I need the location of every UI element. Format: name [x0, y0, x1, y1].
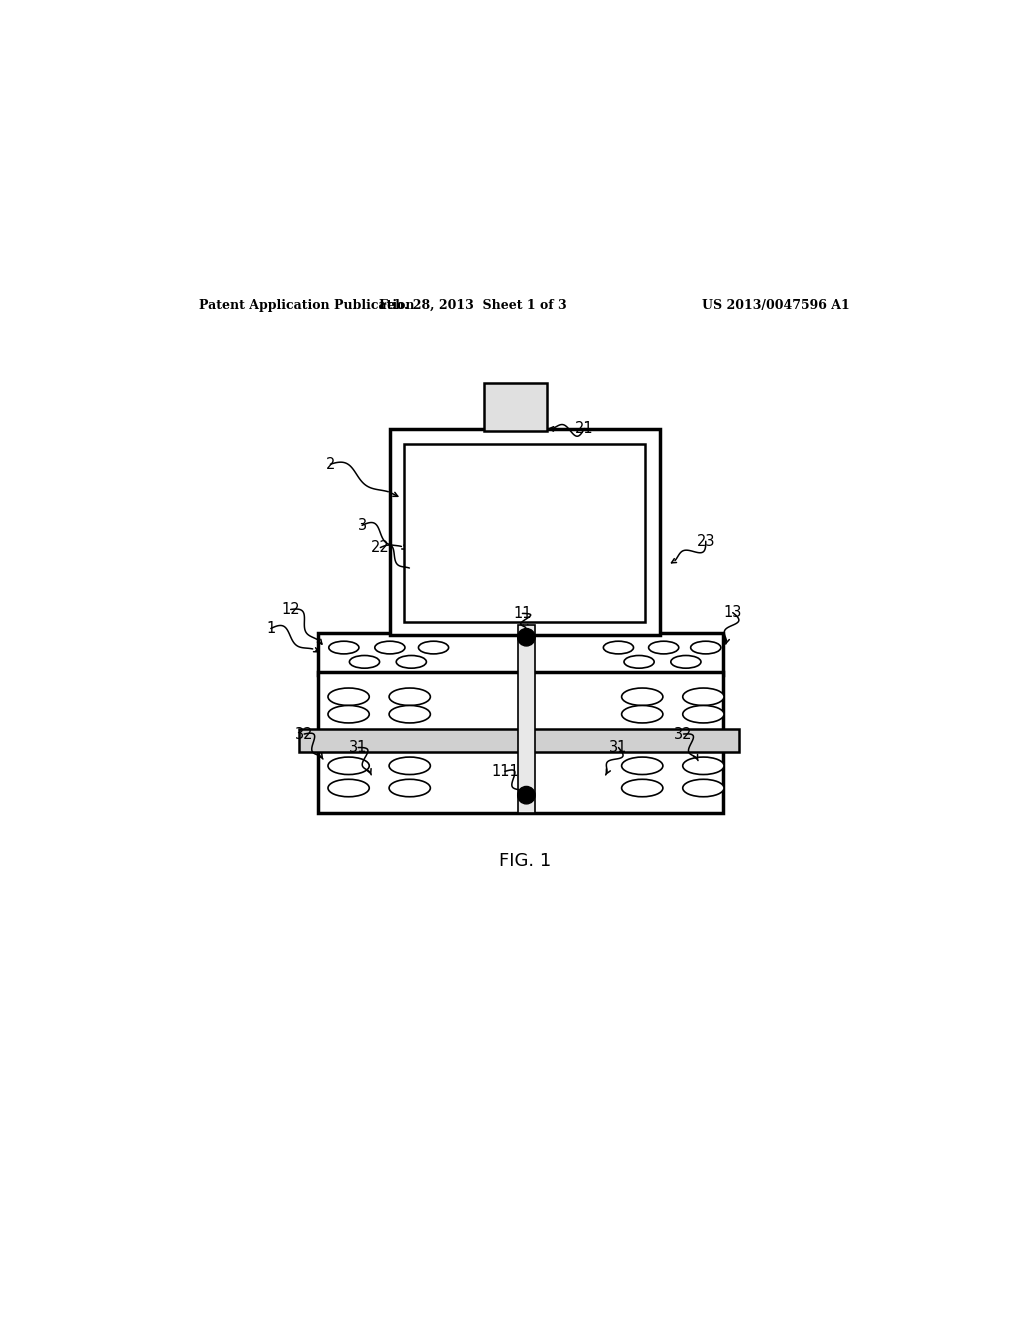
- Ellipse shape: [329, 642, 359, 653]
- Bar: [390, 429, 659, 635]
- Ellipse shape: [389, 758, 430, 775]
- Text: Feb. 28, 2013  Sheet 1 of 3: Feb. 28, 2013 Sheet 1 of 3: [380, 300, 567, 312]
- Ellipse shape: [683, 705, 724, 723]
- Ellipse shape: [328, 705, 370, 723]
- Text: 1: 1: [266, 620, 275, 636]
- Ellipse shape: [622, 688, 663, 705]
- Ellipse shape: [396, 656, 426, 668]
- Bar: [404, 445, 645, 622]
- Ellipse shape: [419, 642, 449, 653]
- Ellipse shape: [375, 642, 404, 653]
- Ellipse shape: [622, 758, 663, 775]
- Text: Patent Application Publication: Patent Application Publication: [200, 300, 415, 312]
- Ellipse shape: [328, 688, 370, 705]
- Text: 32: 32: [674, 726, 693, 742]
- Bar: [318, 672, 723, 813]
- Bar: [518, 626, 536, 813]
- Ellipse shape: [622, 779, 663, 797]
- Text: 31: 31: [609, 741, 628, 755]
- Ellipse shape: [683, 779, 724, 797]
- Circle shape: [518, 628, 536, 645]
- Ellipse shape: [349, 656, 380, 668]
- Text: US 2013/0047596 A1: US 2013/0047596 A1: [702, 300, 850, 312]
- Text: 111: 111: [492, 764, 519, 779]
- Text: FIG. 1: FIG. 1: [499, 851, 551, 870]
- Ellipse shape: [671, 656, 701, 668]
- Text: 13: 13: [724, 605, 742, 620]
- Text: 31: 31: [349, 741, 368, 755]
- Ellipse shape: [624, 656, 654, 668]
- Text: 3: 3: [357, 517, 367, 533]
- Text: 11: 11: [513, 606, 531, 620]
- Bar: [483, 383, 547, 430]
- Text: 22: 22: [371, 540, 390, 554]
- Ellipse shape: [622, 705, 663, 723]
- Ellipse shape: [389, 779, 430, 797]
- Text: 23: 23: [696, 533, 715, 549]
- Text: 12: 12: [282, 602, 300, 616]
- Bar: [318, 634, 723, 675]
- Ellipse shape: [683, 688, 724, 705]
- Ellipse shape: [328, 758, 370, 775]
- Text: 32: 32: [295, 726, 313, 742]
- Circle shape: [518, 787, 536, 804]
- Ellipse shape: [690, 642, 721, 653]
- Bar: [299, 729, 739, 751]
- Ellipse shape: [389, 688, 430, 705]
- Ellipse shape: [389, 705, 430, 723]
- Ellipse shape: [683, 758, 724, 775]
- Ellipse shape: [648, 642, 679, 653]
- Text: 21: 21: [575, 421, 594, 436]
- Text: 2: 2: [326, 457, 335, 471]
- Ellipse shape: [603, 642, 634, 653]
- Ellipse shape: [328, 779, 370, 797]
